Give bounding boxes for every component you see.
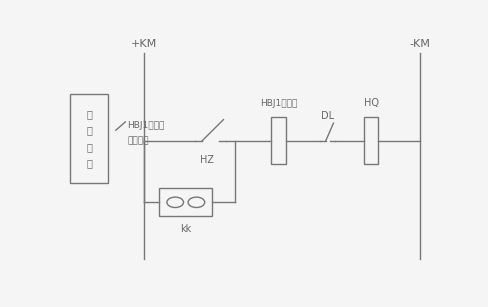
Text: 合闸信号: 合闸信号 [127,136,149,145]
Text: -KM: -KM [410,39,431,49]
Text: DL: DL [321,111,334,121]
Text: kk: kk [180,223,191,234]
Text: HQ: HQ [364,98,379,108]
Bar [271,117,285,165]
Bar [364,117,378,165]
Bar [159,188,212,216]
Text: +KM: +KM [131,39,157,49]
Text: HBJ1的线圈: HBJ1的线圈 [260,99,297,108]
Text: HBJ1的触点: HBJ1的触点 [127,121,164,130]
Text: 微
处
理
器: 微 处 理 器 [86,109,92,168]
Text: HZ: HZ [200,155,214,165]
Bar [70,94,108,183]
